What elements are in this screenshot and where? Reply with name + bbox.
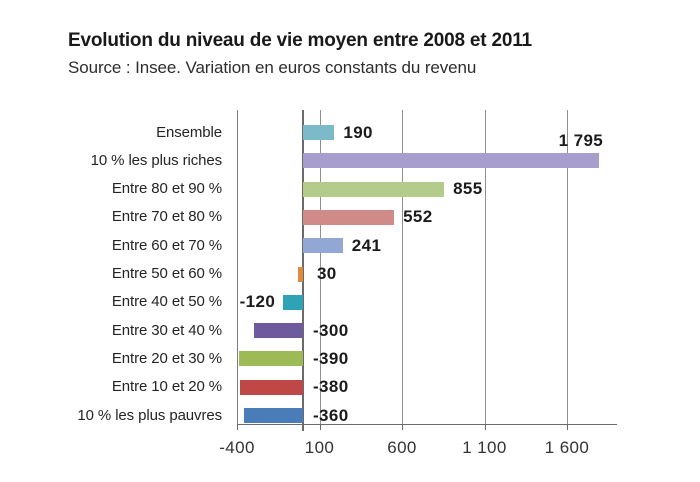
value-label: 241 (351, 235, 382, 255)
bar (283, 294, 303, 310)
category-label: Entre 60 et 70 % (111, 236, 222, 254)
x-axis-tick (484, 424, 486, 430)
bar (240, 379, 303, 395)
value-label: -360 (313, 405, 349, 425)
value-label: 1 795 (558, 131, 604, 151)
x-axis-tick (319, 424, 321, 430)
zero-axis-line (302, 110, 304, 431)
gridline-x (484, 110, 486, 424)
value-label: 190 (343, 122, 373, 142)
value-label: -300 (313, 320, 349, 340)
value-label: -380 (313, 377, 349, 397)
category-label: Entre 70 et 80 % (111, 208, 222, 226)
bar (243, 408, 303, 423)
value-label: -120 (239, 292, 276, 312)
x-tick-label: 100 (304, 438, 335, 457)
category-label: Entre 80 et 90 % (111, 180, 222, 198)
gridline-x (237, 110, 238, 424)
category-label: Entre 10 et 20 % (111, 378, 222, 396)
category-label: 10 % les plus riches (90, 151, 223, 169)
x-axis-tick (402, 424, 403, 430)
chart-subtitle: Source : Insee. Variation en euros const… (68, 58, 477, 77)
gridline-x (319, 110, 321, 424)
x-axis-tick (567, 424, 568, 430)
category-label: 10 % les plus pauvres (77, 406, 222, 424)
bar (253, 323, 303, 339)
value-label: 552 (403, 207, 433, 227)
gridline-x (567, 110, 568, 424)
value-label: 855 (453, 179, 483, 199)
x-axis-tick (237, 424, 238, 430)
x-tick-label: 1 100 (462, 438, 507, 457)
bar (238, 351, 303, 367)
value-label: 30 (316, 264, 337, 283)
category-label: Entre 30 et 40 % (111, 321, 222, 339)
x-tick-label: 1 600 (544, 438, 590, 457)
bar (303, 125, 335, 140)
chart-title: Evolution du niveau de vie moyen entre 2… (68, 30, 532, 51)
gridline-x (402, 110, 403, 424)
x-tick-label: -400 (219, 438, 255, 457)
category-label: Ensemble (156, 123, 222, 141)
bar (298, 266, 303, 282)
x-tick-label: 600 (387, 438, 417, 457)
category-label: Entre 20 et 30 % (111, 349, 222, 367)
category-label: Entre 40 et 50 % (111, 293, 222, 311)
value-label: -390 (313, 348, 349, 368)
x-axis-line (237, 424, 617, 425)
bar (303, 181, 445, 197)
category-label: Entre 50 et 60 % (111, 265, 222, 282)
bar (303, 153, 600, 169)
bar (303, 209, 395, 225)
bar (303, 238, 343, 254)
